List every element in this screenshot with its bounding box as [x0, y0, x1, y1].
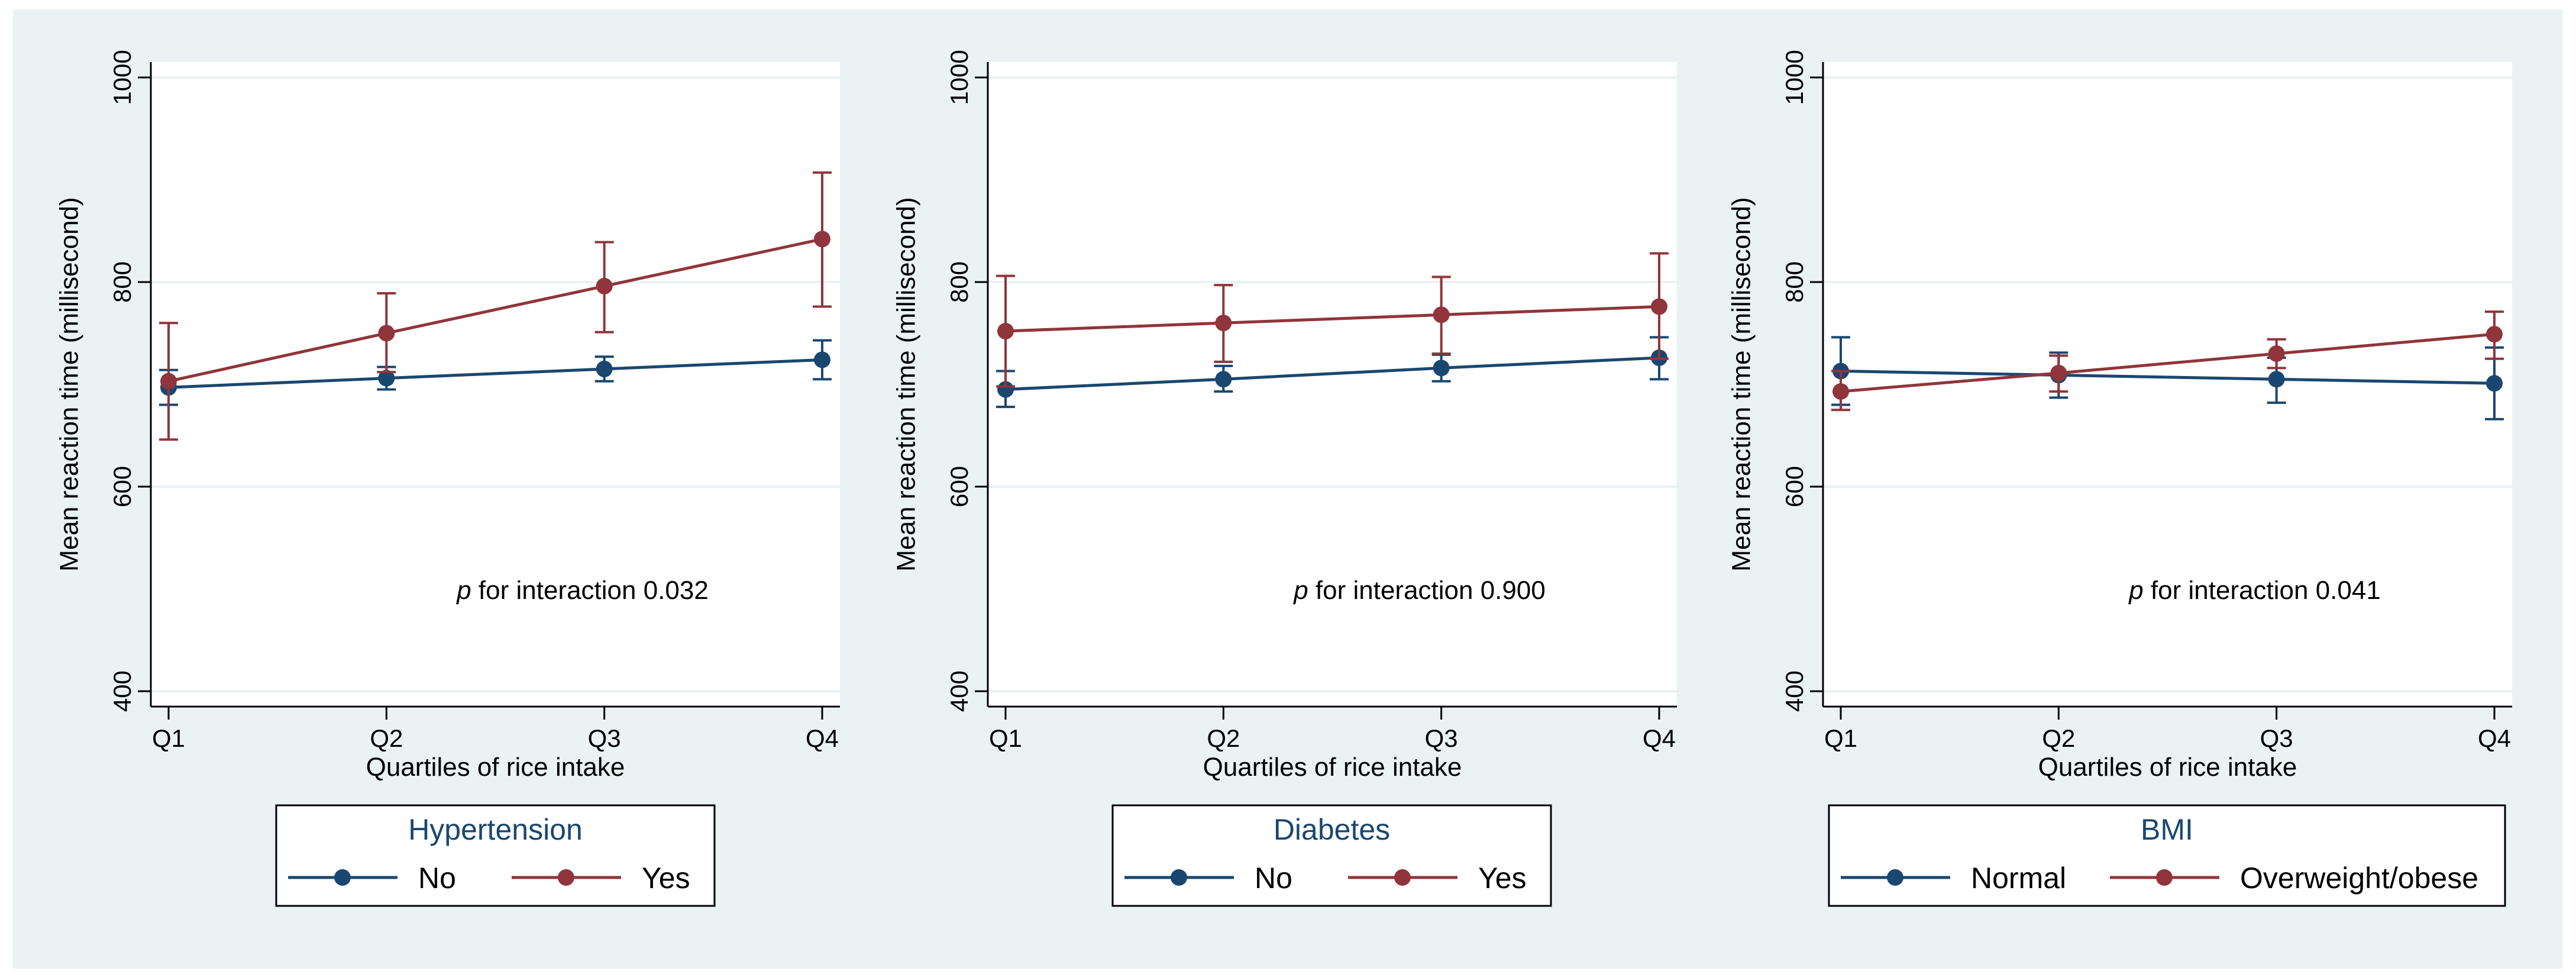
series-line [168, 358, 823, 389]
x-axis-title: Quartiles of rice intake [366, 753, 625, 782]
series-line [1005, 305, 1660, 333]
y-tick-label: 800 [945, 261, 973, 303]
data-point [997, 323, 1014, 340]
legend-label: Yes [642, 862, 690, 895]
x-axis-title: Quartiles of rice intake [1203, 753, 1462, 782]
series-line [1840, 370, 2495, 385]
legend-title: BMI [2141, 813, 2193, 846]
legend-label: Normal [1971, 862, 2066, 895]
data-point [814, 231, 830, 248]
legend-title: Diabetes [1274, 813, 1390, 846]
x-tick-label: Q2 [1207, 724, 1240, 752]
chart-panel-3: 400 600 800 1000 Mean reaction time (millise… [1727, 50, 2512, 907]
data-point [1215, 315, 1232, 332]
data-point [2268, 371, 2285, 388]
x-tick-label: Q3 [1425, 724, 1458, 752]
series-line [1840, 332, 2495, 393]
legend-marker [1394, 869, 1411, 886]
legend-label: No [418, 862, 456, 895]
data-point [1215, 371, 1232, 388]
y-tick-label: 800 [108, 261, 136, 303]
y-axis-title: Mean reaction time (millisecond) [1727, 197, 1756, 571]
series-line [168, 237, 823, 383]
data-point [1433, 360, 1450, 377]
y-tick-label: 800 [1780, 261, 1808, 303]
legend: Hypertension No Yes [275, 804, 716, 907]
legend-label: Yes [1478, 862, 1527, 895]
x-tick-label: Q2 [2042, 724, 2075, 752]
legend: BMI Normal Overweight/obese [1828, 804, 2506, 907]
legend-label: No [1255, 862, 1292, 895]
interaction-annotation: p for interaction 0.041 [2128, 576, 2381, 605]
x-tick-label: Q3 [2260, 724, 2293, 752]
y-tick-label: 600 [108, 466, 136, 507]
legend-box [1111, 804, 1552, 907]
chart-panel-2: 400 600 800 1000 Mean reaction time (millise… [892, 50, 1677, 907]
legend-label: Overweight/obese [2240, 862, 2478, 895]
legend-box [1828, 804, 2506, 907]
data-point [596, 277, 613, 294]
y-tick-label: 600 [945, 466, 973, 507]
series-yes [159, 171, 832, 441]
x-tick-label: Q3 [588, 724, 621, 752]
y-tick-label: 1000 [108, 50, 136, 105]
y-tick-label: 400 [1780, 671, 1808, 712]
y-tick-label: 400 [108, 671, 136, 712]
x-tick-label: Q4 [1643, 724, 1676, 752]
data-point [2268, 345, 2285, 362]
interaction-annotation: p for interaction 0.900 [1292, 576, 1546, 605]
legend-marker [334, 869, 351, 886]
y-tick-label: 1000 [945, 50, 973, 105]
y-tick-label: 400 [945, 671, 973, 712]
x-tick-label: Q1 [1824, 724, 1857, 752]
chart-panel-1: 400 600 800 1000 Mean reaction time (millise… [55, 50, 840, 907]
legend: Diabetes No Yes [1111, 804, 1552, 907]
x-tick-label: Q1 [989, 724, 1022, 752]
data-point [814, 351, 830, 368]
interaction-annotation: p for interaction 0.032 [455, 576, 709, 605]
data-point [1832, 383, 1849, 400]
y-axis-title: Mean reaction time (millisecond) [892, 197, 921, 571]
x-tick-label: Q4 [806, 724, 839, 752]
legend-marker [1171, 869, 1187, 886]
legend-title: Hypertension [408, 813, 583, 846]
data-point [378, 325, 395, 342]
data-point [378, 370, 395, 387]
data-point [1433, 306, 1450, 323]
series-overweight-obese [1831, 310, 2504, 412]
data-point [2050, 364, 2067, 381]
x-tick-label: Q2 [370, 724, 403, 752]
data-point [1651, 298, 1667, 315]
x-tick-label: Q1 [152, 724, 185, 752]
legend-marker [2156, 869, 2173, 886]
y-tick-label: 600 [1780, 466, 1808, 507]
x-axis-title: Quartiles of rice intake [2038, 753, 2297, 782]
legend-box [275, 804, 716, 907]
series-yes [996, 252, 1669, 388]
data-point [2486, 326, 2503, 343]
x-tick-label: Q4 [2478, 724, 2511, 752]
data-point [2486, 375, 2503, 392]
data-point [596, 361, 613, 378]
y-tick-label: 1000 [1780, 50, 1808, 105]
legend-marker [1887, 869, 1903, 886]
data-point [160, 373, 177, 390]
series-line [1005, 356, 1660, 391]
y-axis-title: Mean reaction time (millisecond) [55, 197, 84, 571]
legend-marker [558, 869, 574, 886]
